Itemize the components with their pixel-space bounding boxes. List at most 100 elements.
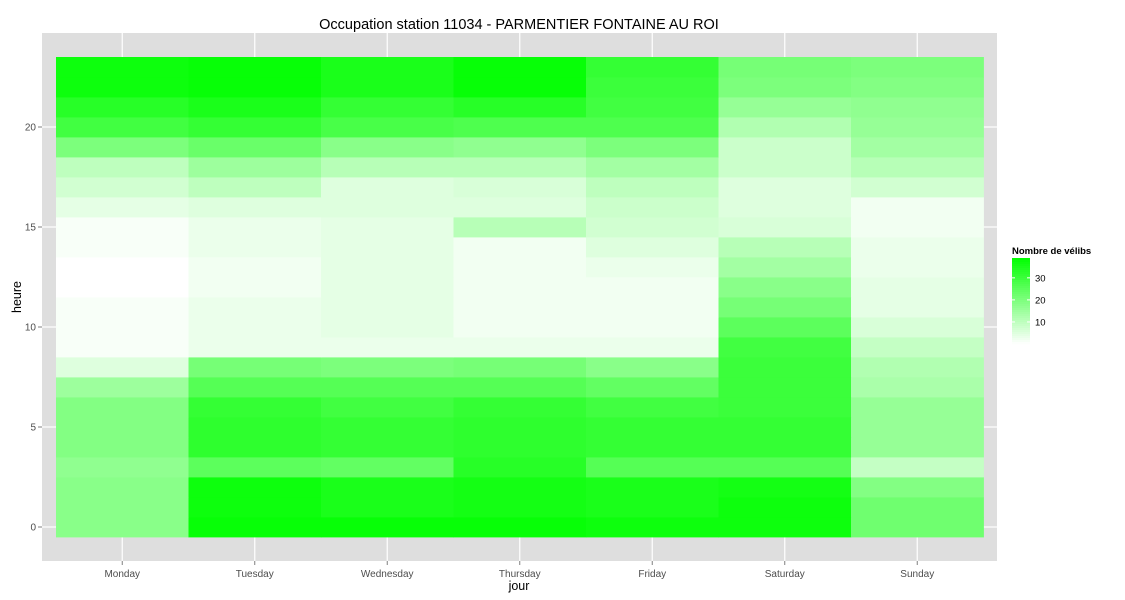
y-tick-label: 0 [30, 523, 36, 534]
legend-title: Nombre de vélibs [1012, 246, 1091, 257]
heatmap-cell [851, 137, 984, 158]
legend-color-step [1012, 300, 1030, 303]
heatmap-cell [56, 157, 189, 178]
heatmap-cell [453, 197, 587, 218]
heatmap-cell [188, 237, 322, 258]
legend-color-step [1012, 332, 1030, 335]
heatmap-cell [586, 237, 719, 258]
legend-color-step [1012, 276, 1030, 279]
legend-color-step [1012, 322, 1030, 325]
heatmap-cell [586, 277, 719, 298]
legend-color-step [1012, 308, 1030, 311]
heatmap-cell [56, 57, 189, 78]
legend-color-step [1012, 286, 1030, 289]
legend-color-step [1012, 298, 1030, 301]
heatmap-cell [718, 417, 852, 438]
heatmap-cell [586, 497, 719, 518]
heatmap-cell [321, 457, 454, 478]
heatmap-cell [586, 197, 719, 218]
heatmap-cell [453, 357, 587, 378]
x-tick-label: Friday [638, 569, 666, 580]
y-tick-label: 5 [30, 423, 36, 434]
heatmap-cell [188, 257, 322, 278]
heatmap-cell [586, 217, 719, 238]
y-axis: 0 5 10 15 20 [25, 123, 42, 534]
heatmap-cell [851, 257, 984, 278]
legend-color-step [1012, 314, 1030, 317]
legend-color-step [1012, 304, 1030, 307]
heatmap-cell [188, 497, 322, 518]
heatmap-cell [321, 97, 454, 118]
legend-color-step [1012, 272, 1030, 275]
heatmap-cell [453, 217, 587, 238]
heatmap-cell [321, 137, 454, 158]
heatmap-cell [453, 237, 587, 258]
heatmap-cell [56, 237, 189, 258]
heatmap-cell [188, 77, 322, 98]
legend-color-step [1012, 278, 1030, 281]
heatmap-cell [851, 377, 984, 398]
heatmap-cell [453, 377, 587, 398]
heatmap-cell [586, 417, 719, 438]
heatmap-cell [586, 337, 719, 358]
legend-tick-label: 20 [1035, 295, 1046, 306]
heatmap-cell [56, 477, 189, 498]
heatmap-cell [321, 297, 454, 318]
heatmap-cell [851, 317, 984, 338]
heatmap-cell [453, 437, 587, 458]
heatmap-cell [586, 357, 719, 378]
heatmap-cell [718, 77, 852, 98]
legend-color-step [1012, 266, 1030, 269]
heatmap-cell [718, 457, 852, 478]
x-axis: Monday Tuesday Wednesday Thursday Friday Satu… [104, 561, 934, 580]
heatmap-cell [321, 77, 454, 98]
heatmap-cell [321, 157, 454, 178]
heatmap-cell [56, 457, 189, 478]
heatmap-cell [56, 217, 189, 238]
heatmap-cell [56, 117, 189, 138]
heatmap-cells [56, 57, 984, 538]
heatmap-cell [851, 297, 984, 318]
x-tick-label: Sunday [900, 569, 934, 580]
heatmap-cell [453, 97, 587, 118]
heatmap-cell [586, 177, 719, 198]
heatmap-cell [321, 117, 454, 138]
heatmap-cell [718, 177, 852, 198]
heatmap-cell [718, 57, 852, 78]
heatmap-cell [586, 297, 719, 318]
heatmap-cell [586, 97, 719, 118]
heatmap-cell [586, 397, 719, 418]
y-tick-label: 20 [25, 123, 37, 134]
heatmap-cell [453, 497, 587, 518]
heatmap-cell [851, 477, 984, 498]
legend-color-step [1012, 274, 1030, 277]
heatmap-cell [188, 517, 322, 538]
x-axis-title: jour [508, 579, 530, 593]
heatmap-cell [718, 357, 852, 378]
legend-ticks: 10 20 30 [1012, 273, 1046, 328]
heatmap-cell [718, 397, 852, 418]
heatmap-cell [188, 357, 322, 378]
heatmap-cell [188, 197, 322, 218]
legend-color-step [1012, 340, 1030, 343]
heatmap-cell [718, 237, 852, 258]
legend-tick-label: 30 [1035, 273, 1046, 284]
heatmap-cell [188, 137, 322, 158]
legend-color-step [1012, 280, 1030, 283]
legend-color-step [1012, 282, 1030, 285]
heatmap-cell [718, 377, 852, 398]
heatmap-cell [586, 57, 719, 78]
heatmap-cell [56, 317, 189, 338]
x-tick-label: Monday [104, 569, 140, 580]
heatmap-cell [188, 117, 322, 138]
heatmap-cell [56, 417, 189, 438]
legend-color-step [1012, 312, 1030, 315]
heatmap-cell [851, 517, 984, 538]
heatmap-cell [56, 297, 189, 318]
heatmap-cell [188, 437, 322, 458]
heatmap-cell [718, 297, 852, 318]
heatmap-cell [188, 317, 322, 338]
chart-title: Occupation station 11034 - PARMENTIER FO… [319, 17, 719, 33]
heatmap-cell [453, 157, 587, 178]
heatmap-cell [321, 217, 454, 238]
